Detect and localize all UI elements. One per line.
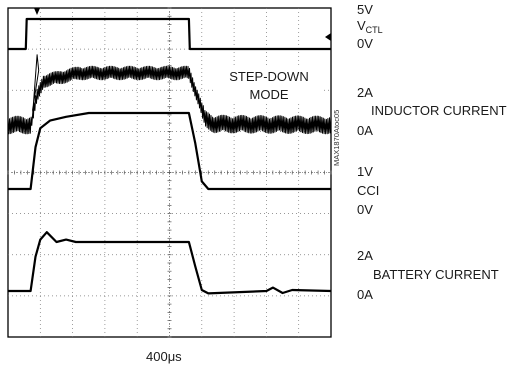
battery-scale-bottom: 0A <box>357 287 373 302</box>
battery-label: BATTERY CURRENT <box>373 267 499 282</box>
figure-code: MAX1870Atoc05 <box>332 109 341 166</box>
cci-scale-bottom: 0V <box>357 202 373 217</box>
inductor-current-trace <box>7 54 332 135</box>
step-down-mode-annotation: STEP-DOWN MODE <box>214 68 324 104</box>
battery-scale-top: 2A <box>357 248 373 263</box>
inductor-scale-top: 2A <box>357 85 373 100</box>
annotation-line-2: MODE <box>249 87 289 102</box>
cci-label: CCI <box>357 183 380 198</box>
vctl-trace <box>8 17 331 51</box>
vctl-level-marker <box>325 33 331 41</box>
trigger-marker <box>34 8 40 15</box>
annotation-line-1: STEP-DOWN <box>229 69 309 84</box>
vctl-scale-top: 5V <box>357 2 373 17</box>
cci-scale-top: 1V <box>357 164 373 179</box>
vctl-label-sub: CTL <box>365 25 383 35</box>
vctl-label: VCTL <box>357 19 383 37</box>
inductor-scale-bottom: 0A <box>357 123 373 138</box>
vctl-label-main: V <box>357 18 366 33</box>
vctl-scale-bottom: 0V <box>357 36 373 51</box>
timebase-label: 400μs <box>146 349 182 364</box>
cci-trace <box>8 111 331 191</box>
traces <box>7 8 332 295</box>
inductor-label: INDUCTOR CURRENT <box>371 103 507 118</box>
battery-current-trace <box>8 231 332 295</box>
graticule <box>7 7 332 338</box>
